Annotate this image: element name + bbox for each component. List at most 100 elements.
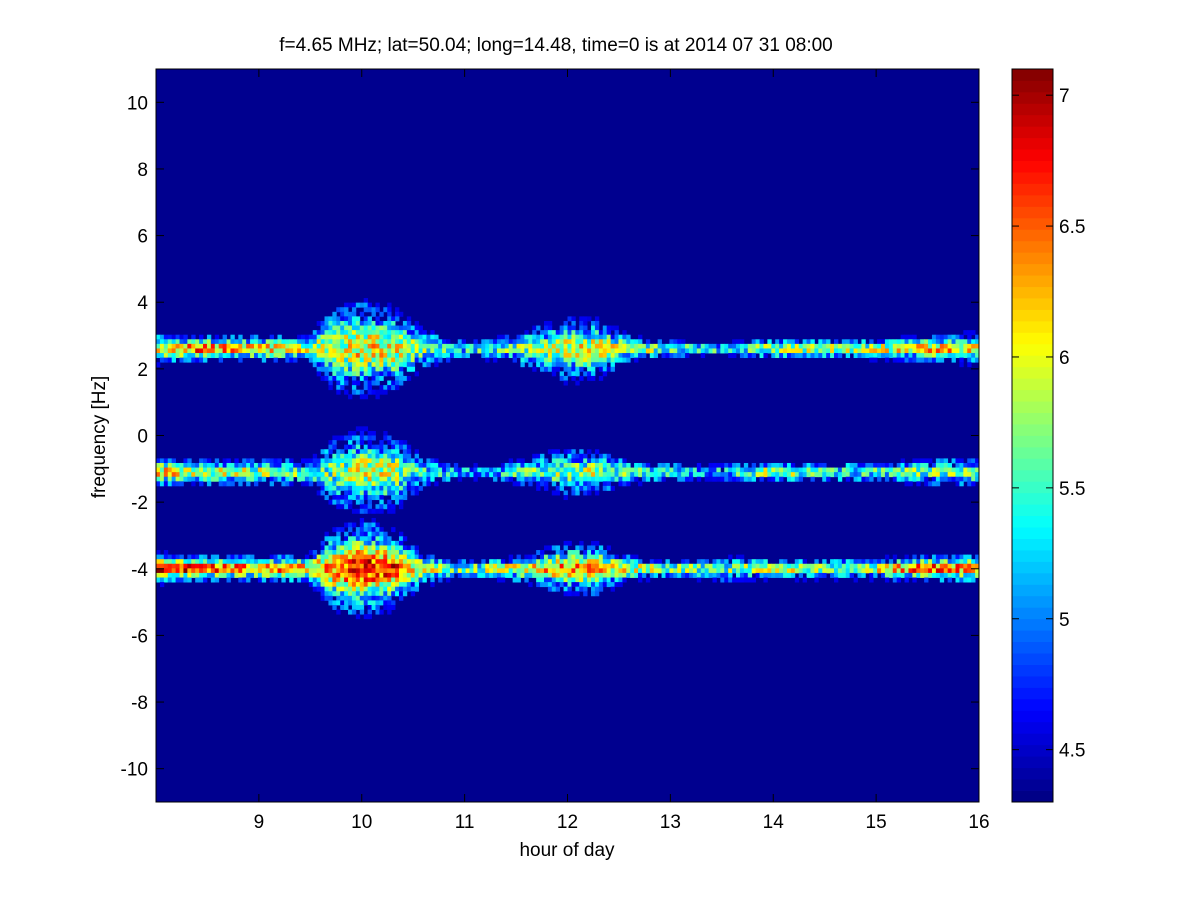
heatmap-cell — [391, 339, 396, 345]
heatmap-cell — [669, 339, 674, 345]
heatmap-cell — [406, 462, 412, 468]
heatmap-cell — [210, 343, 216, 349]
heatmap-cell — [567, 449, 572, 455]
heatmap-cell — [344, 595, 349, 601]
heatmap-cell — [344, 582, 349, 588]
heatmap-cell — [598, 572, 604, 578]
heatmap-cell — [332, 444, 337, 450]
heatmap-cell — [743, 348, 749, 354]
heatmap-cell — [387, 362, 392, 368]
heatmap-cell — [524, 476, 529, 482]
heatmap-cell — [516, 476, 521, 482]
heatmap-cell — [442, 348, 447, 354]
heatmap-cell — [724, 343, 729, 349]
heatmap-cell — [316, 563, 321, 569]
heatmap-cell — [543, 481, 549, 487]
heatmap-cell — [402, 559, 408, 565]
heatmap-cell — [622, 476, 627, 482]
heatmap-cell — [206, 462, 212, 468]
heatmap-cell — [496, 348, 502, 354]
heatmap-cell — [336, 362, 341, 368]
heatmap-cell — [363, 339, 369, 345]
heatmap-cell — [798, 568, 804, 574]
heatmap-cell — [375, 462, 380, 468]
heatmap-cell — [332, 348, 337, 354]
heatmap-cell — [955, 559, 960, 565]
heatmap-cell — [520, 357, 525, 363]
heatmap-cell — [688, 343, 694, 349]
heatmap-cell — [602, 453, 608, 459]
heatmap-cell — [398, 476, 404, 482]
heatmap-cell — [391, 462, 396, 468]
heatmap-cell — [610, 472, 615, 478]
heatmap-cell — [975, 476, 980, 482]
heatmap-cell — [469, 568, 474, 574]
heatmap-cell — [426, 476, 431, 482]
heatmap-cell — [297, 577, 302, 583]
heatmap-cell — [265, 458, 271, 464]
heatmap-cell — [861, 353, 866, 359]
heatmap-cell — [540, 481, 545, 487]
heatmap-cell — [622, 563, 627, 569]
heatmap-cell — [418, 467, 423, 473]
heatmap-cell — [379, 591, 384, 597]
heatmap-cell — [790, 353, 796, 359]
heatmap-cell — [559, 472, 564, 478]
heatmap-cell — [543, 563, 549, 569]
heatmap-cell — [571, 554, 576, 560]
heatmap-cell — [426, 362, 431, 368]
colorbar-segment — [1012, 298, 1053, 310]
heatmap-cell — [273, 568, 278, 574]
heatmap-cell — [747, 353, 753, 359]
heatmap-cell — [873, 353, 878, 359]
heatmap-cell — [351, 444, 357, 450]
heatmap-cell — [383, 605, 388, 610]
heatmap-cell — [328, 536, 333, 542]
heatmap-cell — [920, 343, 925, 349]
heatmap-cell — [293, 563, 298, 569]
heatmap-cell — [293, 472, 298, 478]
heatmap-cell — [587, 334, 592, 340]
heatmap-cell — [387, 435, 392, 441]
heatmap-cell — [579, 485, 584, 491]
heatmap-cell — [547, 362, 553, 368]
heatmap-cell — [939, 353, 945, 359]
heatmap-cell — [340, 481, 345, 487]
heatmap-cell — [677, 348, 682, 354]
heatmap-cell — [869, 348, 874, 354]
heatmap-cell — [567, 316, 572, 322]
heatmap-cell — [348, 371, 353, 377]
heatmap-cell — [320, 476, 325, 482]
heatmap-cell — [869, 467, 874, 473]
heatmap-cell — [904, 572, 909, 578]
heatmap-cell — [547, 348, 553, 354]
heatmap-cell — [493, 559, 498, 565]
heatmap-cell — [685, 353, 690, 359]
heatmap-cell — [383, 307, 388, 313]
heatmap-cell — [810, 568, 815, 574]
heatmap-cell — [414, 334, 419, 340]
heatmap-cell — [465, 568, 470, 574]
heatmap-cell — [528, 563, 533, 569]
heatmap-cell — [971, 330, 976, 336]
heatmap-cell — [285, 559, 290, 565]
heatmap-cell — [422, 577, 427, 583]
heatmap-cell — [524, 334, 529, 340]
heatmap-cell — [297, 348, 302, 354]
heatmap-cell — [398, 325, 404, 331]
heatmap-cell — [359, 522, 365, 528]
heatmap-cell — [736, 472, 741, 478]
heatmap-cell — [391, 453, 396, 459]
heatmap-cell — [869, 476, 874, 482]
heatmap-cell — [493, 572, 498, 578]
heatmap-cell — [881, 343, 886, 349]
heatmap-cell — [532, 476, 537, 482]
heatmap-cell — [159, 353, 165, 359]
heatmap-cell — [649, 559, 655, 565]
heatmap-cell — [359, 481, 365, 487]
heatmap-cell — [849, 559, 854, 565]
heatmap-cell — [594, 490, 600, 496]
heatmap-cell — [853, 563, 858, 569]
heatmap-cell — [312, 559, 318, 565]
heatmap-cell — [763, 353, 768, 359]
